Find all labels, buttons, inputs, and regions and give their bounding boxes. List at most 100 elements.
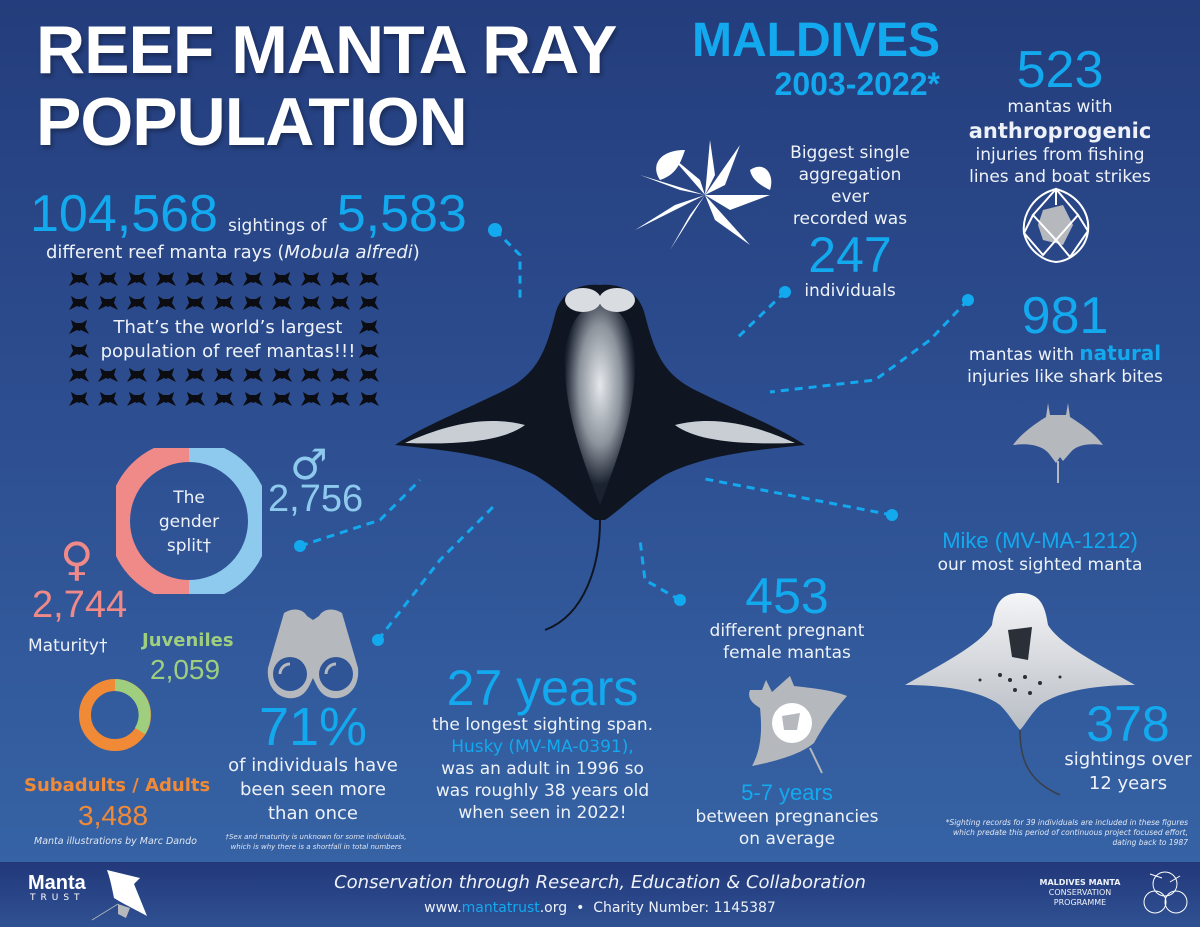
region-heading: MALDIVES 2003-2022* <box>690 14 940 103</box>
male-symbol-icon: ♂ <box>290 440 328 489</box>
binoculars-icon <box>267 609 359 699</box>
resighting-stat: 71% of individuals have been seen more t… <box>228 697 398 824</box>
juveniles-label: Juveniles <box>142 630 234 651</box>
mini-manta-icon <box>300 366 329 390</box>
mini-manta-icon <box>242 366 271 390</box>
charity-number: Charity Number: 1145387 <box>593 900 776 916</box>
mini-manta-icon <box>126 390 155 414</box>
mini-manta-icon <box>97 270 126 294</box>
region-name: MALDIVES <box>691 14 940 67</box>
longest-span-stat: 27 years the longest sighting span. Husk… <box>420 662 665 824</box>
husky-id: Husky (MV-MA-0391), <box>451 737 634 757</box>
maturity-label: Maturity† <box>28 636 108 656</box>
individuals-value: 5,583 <box>336 185 467 243</box>
aggregation-stat: Biggest single aggregation ever recorded… <box>780 142 920 302</box>
mini-manta-icon <box>358 270 387 294</box>
mini-manta-icon <box>242 270 271 294</box>
mini-manta-icon <box>155 270 184 294</box>
footer-tagline: Conservation through Research, Education… <box>334 872 866 893</box>
mini-manta-icon <box>300 294 329 318</box>
mini-manta-icon <box>242 390 271 414</box>
manta-trust-logo-icon[interactable] <box>22 868 152 922</box>
partner-name: MALDIVES MANTA CONSERVATION PROGRAMME <box>1039 878 1121 907</box>
mini-manta-icon <box>358 318 387 342</box>
mmcp-logo-icon[interactable] <box>1140 866 1190 920</box>
mini-manta-icon <box>68 342 97 366</box>
mini-manta-icon <box>213 270 242 294</box>
mini-manta-icon <box>155 366 184 390</box>
mini-manta-icon <box>97 294 126 318</box>
pregnant-count: 453 <box>745 568 829 624</box>
mini-manta-icon <box>68 390 97 414</box>
mini-manta-icon <box>184 366 213 390</box>
anthropogenic-injuries-stat: 523 mantas with anthroprogenic injuries … <box>950 44 1170 188</box>
title-line-1: REEF MANTA RAY <box>36 12 617 88</box>
resighting-value: 71% <box>258 697 368 757</box>
mini-manta-icon <box>213 390 242 414</box>
mini-manta-icon <box>126 270 155 294</box>
longest-span-value: 27 years <box>446 660 639 716</box>
mini-manta-icon <box>68 294 97 318</box>
mini-manta-icon <box>126 366 155 390</box>
mini-manta-icon <box>213 294 242 318</box>
mini-manta-icon <box>271 390 300 414</box>
logo-text: Manta <box>28 872 86 894</box>
sightings-stat: 104,568 sightings of 5,583 different ree… <box>30 188 500 263</box>
mini-manta-icon <box>329 294 358 318</box>
species-name: Mobula alfredi <box>284 242 413 263</box>
page-title: REEF MANTA RAY POPULATION <box>36 12 617 160</box>
shark-bite-manta-icon <box>1013 403 1103 483</box>
mini-manta-icon <box>242 294 271 318</box>
anthropogenic-highlight: anthroprogenic <box>968 119 1152 143</box>
reef-manta-illustration <box>395 284 805 631</box>
mini-manta-icon <box>329 366 358 390</box>
pregnancy-interval: 5-7 years between pregnancies on average <box>682 780 892 850</box>
mini-manta-icon <box>271 294 300 318</box>
natural-injuries-stat: 981 mantas with natural injuries like sh… <box>945 290 1185 388</box>
maturity-donut-chart <box>79 679 151 751</box>
female-symbol-icon: ♀ <box>60 532 94 586</box>
mini-manta-icon <box>358 342 387 366</box>
juveniles-count: 2,059 <box>150 654 221 685</box>
title-line-2: POPULATION <box>36 84 468 160</box>
footer-bar <box>0 862 1200 927</box>
pregnancy-stat: 453 different pregnant female mantas <box>682 568 892 664</box>
website-link[interactable]: www.mantatrust.org <box>424 900 568 916</box>
mini-manta-icon <box>155 390 184 414</box>
manta-icon-grid <box>68 270 390 415</box>
mini-manta-icon <box>329 390 358 414</box>
mini-manta-icon <box>184 390 213 414</box>
mini-manta-icon <box>126 294 155 318</box>
adults-count: 3,488 <box>78 800 149 831</box>
mini-manta-icon <box>68 366 97 390</box>
mike-manta-illustration <box>905 593 1135 796</box>
manta-aggregation-icon <box>635 140 772 250</box>
mini-manta-icon <box>358 366 387 390</box>
gender-split-donut-chart <box>116 448 262 594</box>
total-sightings-value: 104,568 <box>30 185 218 243</box>
sightings-connector-text: sightings of <box>227 216 327 236</box>
adults-label: Subadults / Adults <box>24 775 211 796</box>
mini-manta-icon <box>68 318 97 342</box>
anthropogenic-value: 523 <box>1016 41 1104 99</box>
footer-contact: www.mantatrust.org • Charity Number: 114… <box>300 900 900 916</box>
gender-split-label: The gender split† <box>158 488 220 556</box>
mike-sightings-value: 378 <box>1086 696 1170 752</box>
mini-manta-icon <box>271 270 300 294</box>
aggregation-value: 247 <box>808 227 892 283</box>
natural-value: 981 <box>1021 287 1109 345</box>
dagger-footnote: †Sex and maturity is unknown for some in… <box>225 833 407 851</box>
mini-manta-icon <box>358 294 387 318</box>
mini-manta-icon <box>358 390 387 414</box>
mini-manta-icon <box>271 366 300 390</box>
most-sighted-heading: Mike (MV-MA-1212) our most sighted manta <box>880 528 1200 576</box>
male-count: 2,756 <box>268 478 364 520</box>
logo-subtext: TRUST <box>30 893 85 903</box>
mini-manta-icon <box>184 270 213 294</box>
mini-manta-icon <box>300 390 329 414</box>
pregnant-manta-icon <box>749 676 847 774</box>
mini-manta-icon <box>300 270 329 294</box>
natural-highlight: natural <box>1079 341 1162 365</box>
mini-manta-icon <box>97 390 126 414</box>
asterisk-footnote: *Sighting records for 39 individuals are… <box>945 818 1188 847</box>
